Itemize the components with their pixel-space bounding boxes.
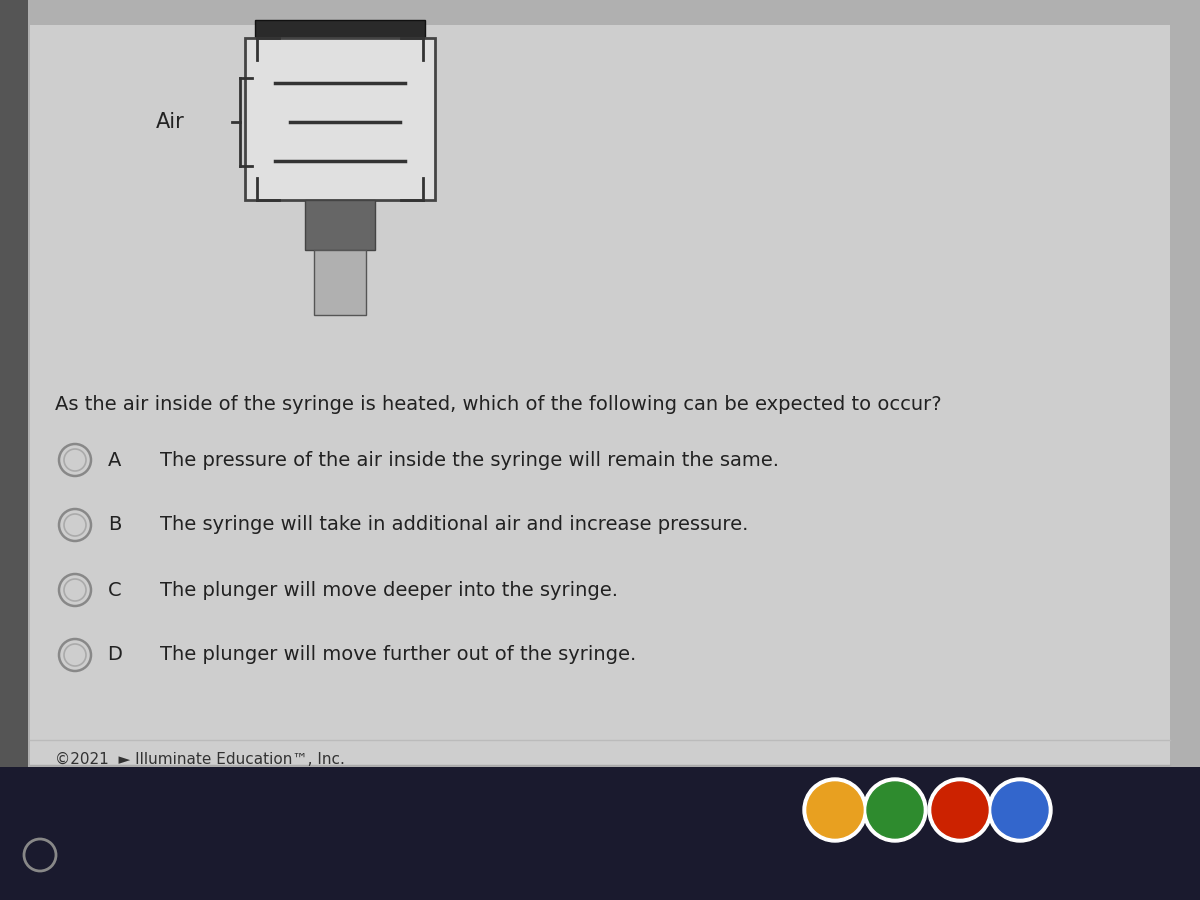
Circle shape [863,778,928,842]
Bar [305,200,374,250]
Circle shape [932,782,988,838]
Circle shape [866,782,923,838]
Text: B: B [108,516,121,535]
Bar [314,250,366,315]
Text: C: C [108,580,122,599]
Text: As the air inside of the syringe is heated, which of the following can be expect: As the air inside of the syringe is heat… [55,395,942,414]
Text: ©2021  ► Illuminate Education™, Inc.: ©2021 ► Illuminate Education™, Inc. [55,752,344,768]
Circle shape [928,778,992,842]
Text: Air: Air [156,112,185,132]
Circle shape [808,782,863,838]
Text: The plunger will move further out of the syringe.: The plunger will move further out of the… [160,645,636,664]
Text: The plunger will move deeper into the syringe.: The plunger will move deeper into the sy… [160,580,618,599]
Bar [30,25,1170,765]
Text: The syringe will take in additional air and increase pressure.: The syringe will take in additional air … [160,516,749,535]
Bar [256,20,425,38]
Circle shape [992,782,1048,838]
Circle shape [803,778,866,842]
Text: The pressure of the air inside the syringe will remain the same.: The pressure of the air inside the syrin… [160,451,779,470]
Bar [0,0,28,900]
Text: D: D [108,645,122,664]
Circle shape [988,778,1052,842]
Bar [245,38,436,200]
Bar [0,767,1200,900]
Text: A: A [108,451,121,470]
